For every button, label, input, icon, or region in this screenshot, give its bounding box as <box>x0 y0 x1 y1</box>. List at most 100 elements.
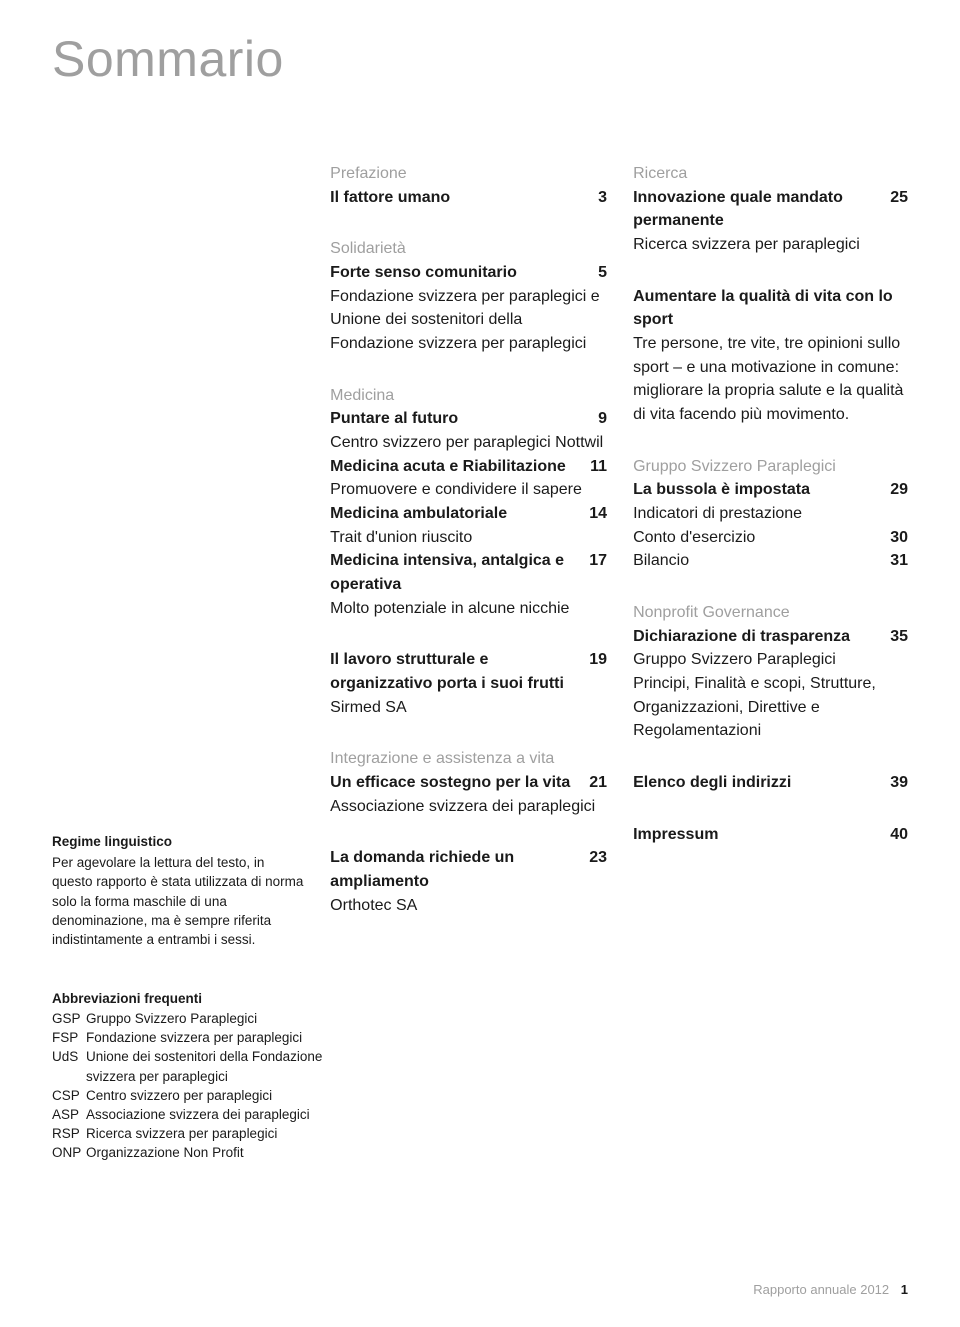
abbr-definition: Associazione svizzera dei paraplegici <box>86 1105 342 1124</box>
abbr-definition: Fondazione svizzera per paraplegici <box>86 1028 342 1047</box>
abbr-code: ONP <box>52 1143 86 1162</box>
entry-page: 39 <box>890 771 908 795</box>
section-heading: Medicina <box>330 384 607 408</box>
toc-entry[interactable]: Un efficace sostegno per la vita 21 <box>330 771 607 795</box>
entry-subtitle: Gruppo Svizzero Paraplegici <box>633 648 908 672</box>
abbr-row: RSPRicerca svizzera per paraplegici <box>52 1124 342 1143</box>
section-heading: Integrazione e assistenza a vita <box>330 747 607 771</box>
entry-page: 5 <box>598 261 607 285</box>
entry-subtitle: Bilancio <box>633 549 689 573</box>
section-heading: Ricerca <box>633 162 908 186</box>
entry-page: 25 <box>890 186 908 210</box>
toc-entry[interactable]: Puntare al futuro 9 <box>330 407 607 431</box>
toc-entry[interactable]: Forte senso comunitario 5 <box>330 261 607 285</box>
entry-page: 29 <box>890 478 908 502</box>
entry-title: Medicina acuta e Riabilitazione <box>330 455 566 479</box>
note-body: Per agevolare la lettura del testo, in q… <box>52 853 304 949</box>
abbr-definition: Ricerca svizzera per paraplegici <box>86 1124 342 1143</box>
toc-block: Nonprofit GovernanceDichiarazione di tra… <box>633 601 908 743</box>
entry-subtitle: Tre persone, tre vite, tre opinioni sull… <box>633 332 908 427</box>
entry-title: Medicina ambulatoriale <box>330 502 507 526</box>
section-heading: Prefazione <box>330 162 607 186</box>
column-right: RicercaInnovazione quale mandato permane… <box>633 162 908 949</box>
section-heading: Solidarietà <box>330 237 607 261</box>
toc-entry[interactable]: Il fattore umano3 <box>330 186 607 210</box>
toc-entry[interactable]: Medicina intensiva, antalgica e operativ… <box>330 549 607 596</box>
abbr-code: GSP <box>52 1009 86 1028</box>
abbr-row: ONPOrganizzazione Non Profit <box>52 1143 342 1162</box>
entry-title: Puntare al futuro <box>330 407 458 431</box>
toc-block: Gruppo Svizzero ParaplegiciLa bussola è … <box>633 455 908 573</box>
abbr-definition: Organizzazione Non Profit <box>86 1143 342 1162</box>
toc-block: MedicinaPuntare al futuro 9Centro svizzer… <box>330 384 607 621</box>
entry-page: 30 <box>890 526 908 550</box>
toc-entry[interactable]: Il lavoro strutturale e organizzativo po… <box>330 648 607 695</box>
toc-entry[interactable]: Innovazione quale mandato permanente25 <box>633 186 908 233</box>
entry-page: 35 <box>890 625 908 649</box>
abbr-row: FSPFondazione svizzera per paraplegici <box>52 1028 342 1047</box>
toc-entry[interactable]: La domanda richiede un ampliamento23 <box>330 846 607 893</box>
abbr-definition: Centro svizzero per paraplegici <box>86 1086 342 1105</box>
toc-block: SolidarietàForte senso comunitario 5Fonda… <box>330 237 607 355</box>
entry-title: Aumentare la qualità di vita con lo spor… <box>633 285 908 332</box>
abbr-code: FSP <box>52 1028 86 1047</box>
entry-title: Un efficace sostegno per la vita <box>330 771 570 795</box>
footer-text: Rapporto annuale 2012 <box>753 1282 889 1297</box>
abbr-code: ASP <box>52 1105 86 1124</box>
entry-subtitle: Indicatori di prestazione <box>633 502 908 526</box>
abbreviations-section: Abbreviazioni frequenti GSPGruppo Svizze… <box>52 989 342 1162</box>
entry-title: Elenco degli indirizzi <box>633 771 791 795</box>
toc-entry[interactable]: Conto d'esercizio 30 <box>633 526 908 550</box>
entry-page: 11 <box>590 455 607 479</box>
column-left: Regime linguistico Per agevolare la lett… <box>52 162 304 949</box>
toc-block: Integrazione e assistenza a vitaUn effic… <box>330 747 607 818</box>
abbr-row: UdSUnione dei sostenitori della Fondazio… <box>52 1047 342 1085</box>
toc-block: Impressum 40 <box>633 823 908 847</box>
entry-page: 21 <box>589 771 607 795</box>
toc-entry[interactable]: Impressum 40 <box>633 823 908 847</box>
toc-block: Il lavoro strutturale e organizzativo po… <box>330 648 607 719</box>
column-middle: PrefazioneIl fattore umano3SolidarietàFo… <box>330 162 607 949</box>
toc-entry[interactable]: Bilancio31 <box>633 549 908 573</box>
section-heading: Nonprofit Governance <box>633 601 908 625</box>
abbr-code: RSP <box>52 1124 86 1143</box>
abbr-definition: Gruppo Svizzero Paraplegici <box>86 1009 342 1028</box>
abbr-row: GSPGruppo Svizzero Paraplegici <box>52 1009 342 1028</box>
entry-subtitle: Conto d'esercizio <box>633 526 755 550</box>
abbr-definition: Unione dei sostenitori della Fondazione … <box>86 1047 342 1085</box>
entry-subtitle: Fondazione svizzera per paraplegici e Un… <box>330 285 607 356</box>
entry-title: Dichiarazione di trasparenza <box>633 625 850 649</box>
toc-entry[interactable]: Elenco degli indirizzi 39 <box>633 771 908 795</box>
entry-title: Il lavoro strutturale e organizzativo po… <box>330 648 581 695</box>
entry-page: 19 <box>589 648 607 672</box>
toc-block: Aumentare la qualità di vita con lo spor… <box>633 285 908 427</box>
entry-subtitle: Orthotec SA <box>330 894 607 918</box>
entry-title: La bussola è impostata <box>633 478 810 502</box>
toc-block: PrefazioneIl fattore umano3 <box>330 162 607 209</box>
abbr-code: UdS <box>52 1047 86 1085</box>
toc-entry[interactable]: La bussola è impostata 29 <box>633 478 908 502</box>
entry-page: 9 <box>598 407 607 431</box>
entry-subtitle: Principi, Finalità e scopi, Strutture, O… <box>633 672 908 743</box>
abbr-row: CSPCentro svizzero per paraplegici <box>52 1086 342 1105</box>
toc-block: Elenco degli indirizzi 39 <box>633 771 908 795</box>
entry-title: Medicina intensiva, antalgica e operativ… <box>330 549 581 596</box>
toc-entry[interactable]: Dichiarazione di trasparenza 35 <box>633 625 908 649</box>
toc-block: RicercaInnovazione quale mandato permane… <box>633 162 908 257</box>
columns-wrapper: Regime linguistico Per agevolare la lett… <box>52 162 908 949</box>
entry-title: Forte senso comunitario <box>330 261 517 285</box>
entry-subtitle: Centro svizzero per paraplegici Nottwil <box>330 431 607 455</box>
toc-entry[interactable]: Medicina acuta e Riabilitazione 11 <box>330 455 607 479</box>
abbr-heading: Abbreviazioni frequenti <box>52 989 342 1008</box>
entry-page: 17 <box>589 549 607 573</box>
entry-page: 14 <box>589 502 607 526</box>
entry-subtitle: Trait d'union riuscito <box>330 526 607 550</box>
footer-page-number: 1 <box>901 1282 908 1297</box>
abbr-code: CSP <box>52 1086 86 1105</box>
toc-entry[interactable]: Medicina ambulatoriale 14 <box>330 502 607 526</box>
entry-subtitle: Associazione svizzera dei paraplegici <box>330 795 607 819</box>
entry-subtitle: Promuovere e condividere il sapere <box>330 478 607 502</box>
section-heading: Gruppo Svizzero Paraplegici <box>633 455 908 479</box>
entry-title: Impressum <box>633 823 718 847</box>
entry-page: 40 <box>890 823 908 847</box>
